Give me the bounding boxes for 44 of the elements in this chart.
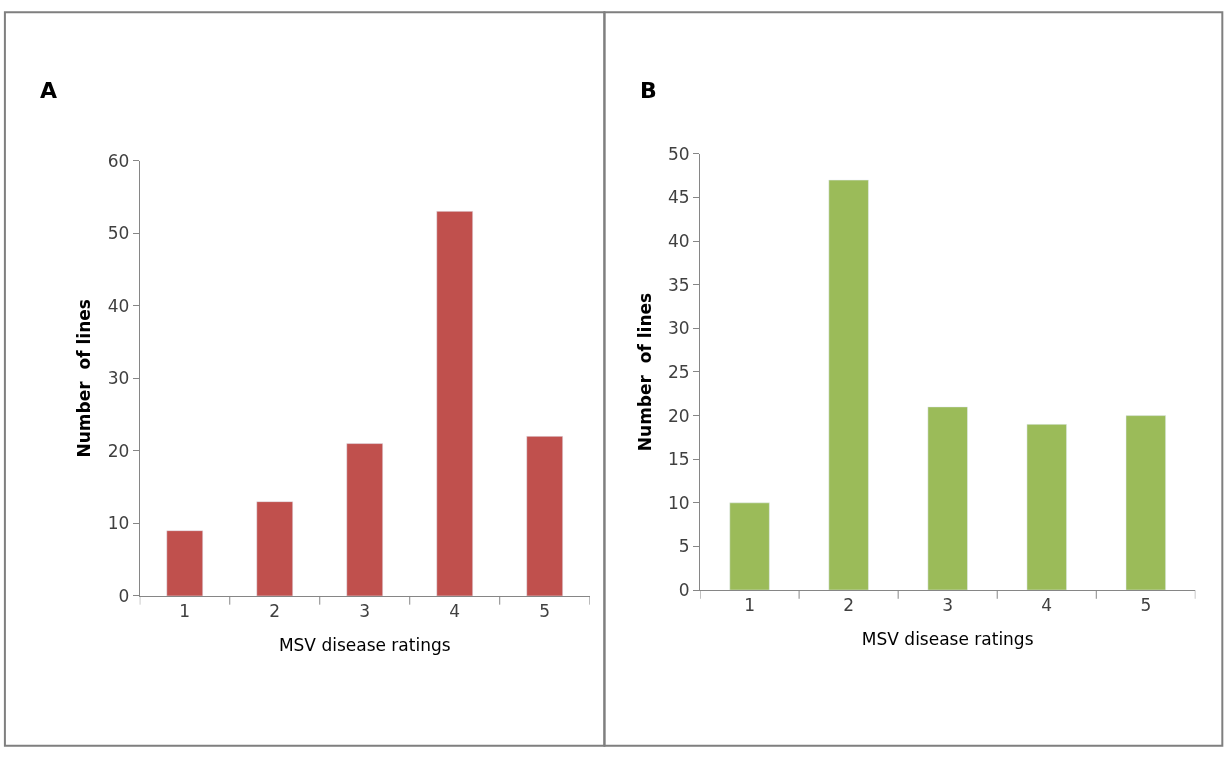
y-tick-label: 50 bbox=[107, 223, 130, 244]
x-tick-label: 1 bbox=[744, 595, 755, 616]
x-tick-label: 5 bbox=[539, 601, 551, 622]
x-tick-label: 5 bbox=[1140, 595, 1152, 616]
bar bbox=[1125, 415, 1166, 591]
y-tick-label: 0 bbox=[678, 580, 690, 601]
y-axis-title: Number of lines bbox=[634, 292, 655, 452]
chart-title: B bbox=[640, 78, 657, 103]
bar bbox=[166, 530, 203, 596]
x-tick-label: 4 bbox=[1041, 595, 1053, 616]
y-tick-label: 30 bbox=[107, 368, 130, 389]
bar bbox=[1026, 424, 1067, 591]
y-tick-label: 35 bbox=[668, 274, 690, 295]
y-tick-label: 40 bbox=[107, 295, 130, 316]
x-tick-label: 3 bbox=[942, 595, 954, 616]
y-tick-label: 20 bbox=[668, 405, 690, 426]
y-tick-label: 20 bbox=[107, 440, 130, 461]
bar bbox=[828, 179, 869, 591]
y-tick-label: 10 bbox=[107, 513, 130, 534]
y-tick-label: 25 bbox=[668, 361, 690, 382]
chart-title: A bbox=[40, 78, 58, 103]
x-axis-title: MSV disease ratings bbox=[861, 628, 1034, 649]
bar bbox=[436, 211, 473, 596]
x-tick-label: 2 bbox=[843, 595, 855, 616]
x-tick-label: 3 bbox=[359, 601, 371, 622]
bar bbox=[526, 436, 563, 596]
x-tick-label: 4 bbox=[449, 601, 461, 622]
y-tick-label: 0 bbox=[118, 585, 130, 606]
bar bbox=[729, 502, 770, 591]
bar bbox=[927, 406, 968, 591]
x-axis-title: MSV disease ratings bbox=[278, 634, 451, 655]
y-tick-label: 30 bbox=[668, 318, 690, 339]
y-tick-label: 15 bbox=[668, 449, 690, 470]
x-tick-label: 2 bbox=[269, 601, 281, 622]
y-tick-label: 10 bbox=[668, 492, 690, 513]
y-tick-label: 60 bbox=[107, 150, 130, 171]
x-tick-label: 1 bbox=[179, 601, 191, 622]
y-tick-label: 45 bbox=[668, 187, 690, 208]
bar bbox=[256, 501, 293, 596]
y-tick-label: 40 bbox=[668, 231, 690, 252]
y-axis-title: Number of lines bbox=[74, 299, 95, 458]
bar bbox=[346, 443, 383, 596]
y-tick-label: 50 bbox=[668, 143, 690, 164]
y-tick-label: 5 bbox=[678, 536, 690, 557]
